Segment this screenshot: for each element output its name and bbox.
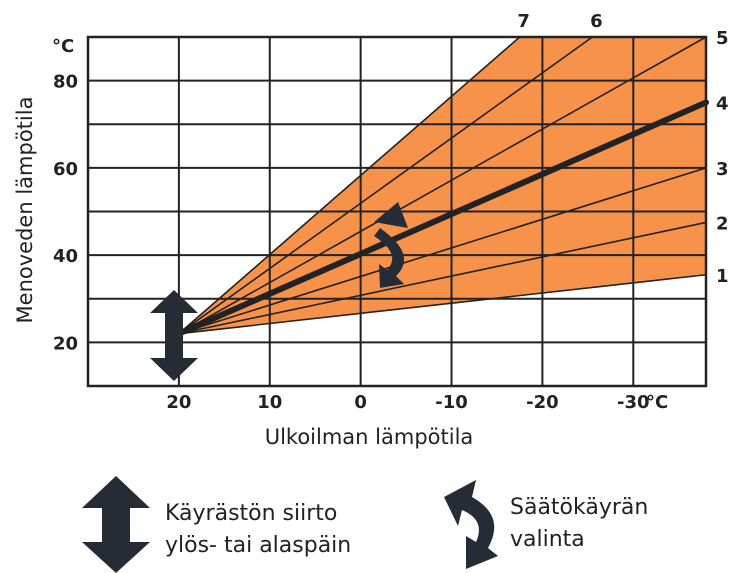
curve-5 [178,36,707,335]
curve-lines [175,36,709,337]
curve-label-1: 1 [716,266,729,287]
rotate-arrow-icon [374,202,408,288]
x-axis-title: Ulkoilman lämpötila [265,425,474,449]
legend-shift-arrow-icon [82,476,150,573]
curve-1 [178,273,707,335]
y-tick-labels: 20 40 60 80 [53,72,78,355]
x-tick-label: -30 [617,392,650,413]
y-unit-label: °C [52,36,74,57]
legend-shift-text-1: Käyrästön siirto [165,501,337,526]
plot-frame [86,35,708,388]
curve-label-6: 6 [590,11,603,32]
legend-shift-text-2: ylös- tai alaspäin [165,533,351,558]
x-tick-label: -10 [435,392,468,413]
y-tick-label: 60 [53,159,78,180]
x-tick-label: 10 [257,392,282,413]
curve-label-7: 7 [517,11,530,32]
shift-arrow-icon [150,290,198,381]
legend-select-text-2: valinta [510,527,585,552]
curve-label-2: 2 [716,213,729,234]
x-tick-label: 20 [166,392,191,413]
chart-grid [86,35,708,388]
curve-label-5: 5 [716,28,729,49]
y-axis-title: Menoveden lämpötila [13,97,37,324]
legend-rotate-arrow-icon [444,480,498,569]
curve-6 [178,36,594,335]
curve-3 [178,167,707,335]
x-tick-label: -20 [526,392,559,413]
x-tick-label: 0 [354,392,367,413]
curve-label-4: 4 [716,93,729,114]
curve-2 [178,221,707,335]
curve-label-3: 3 [716,159,729,180]
curve-labels: 1 2 3 4 5 6 7 [517,11,728,287]
curve-7 [178,36,521,335]
x-tick-labels: 20 10 0 -10 -20 -30 [166,392,649,413]
legend-select-text-1: Säätökäyrän [510,495,648,520]
y-tick-label: 40 [53,246,78,267]
y-tick-label: 20 [53,333,78,354]
curve-4 [175,99,709,337]
y-tick-label: 80 [53,72,78,93]
x-unit-label: °C [646,392,668,413]
